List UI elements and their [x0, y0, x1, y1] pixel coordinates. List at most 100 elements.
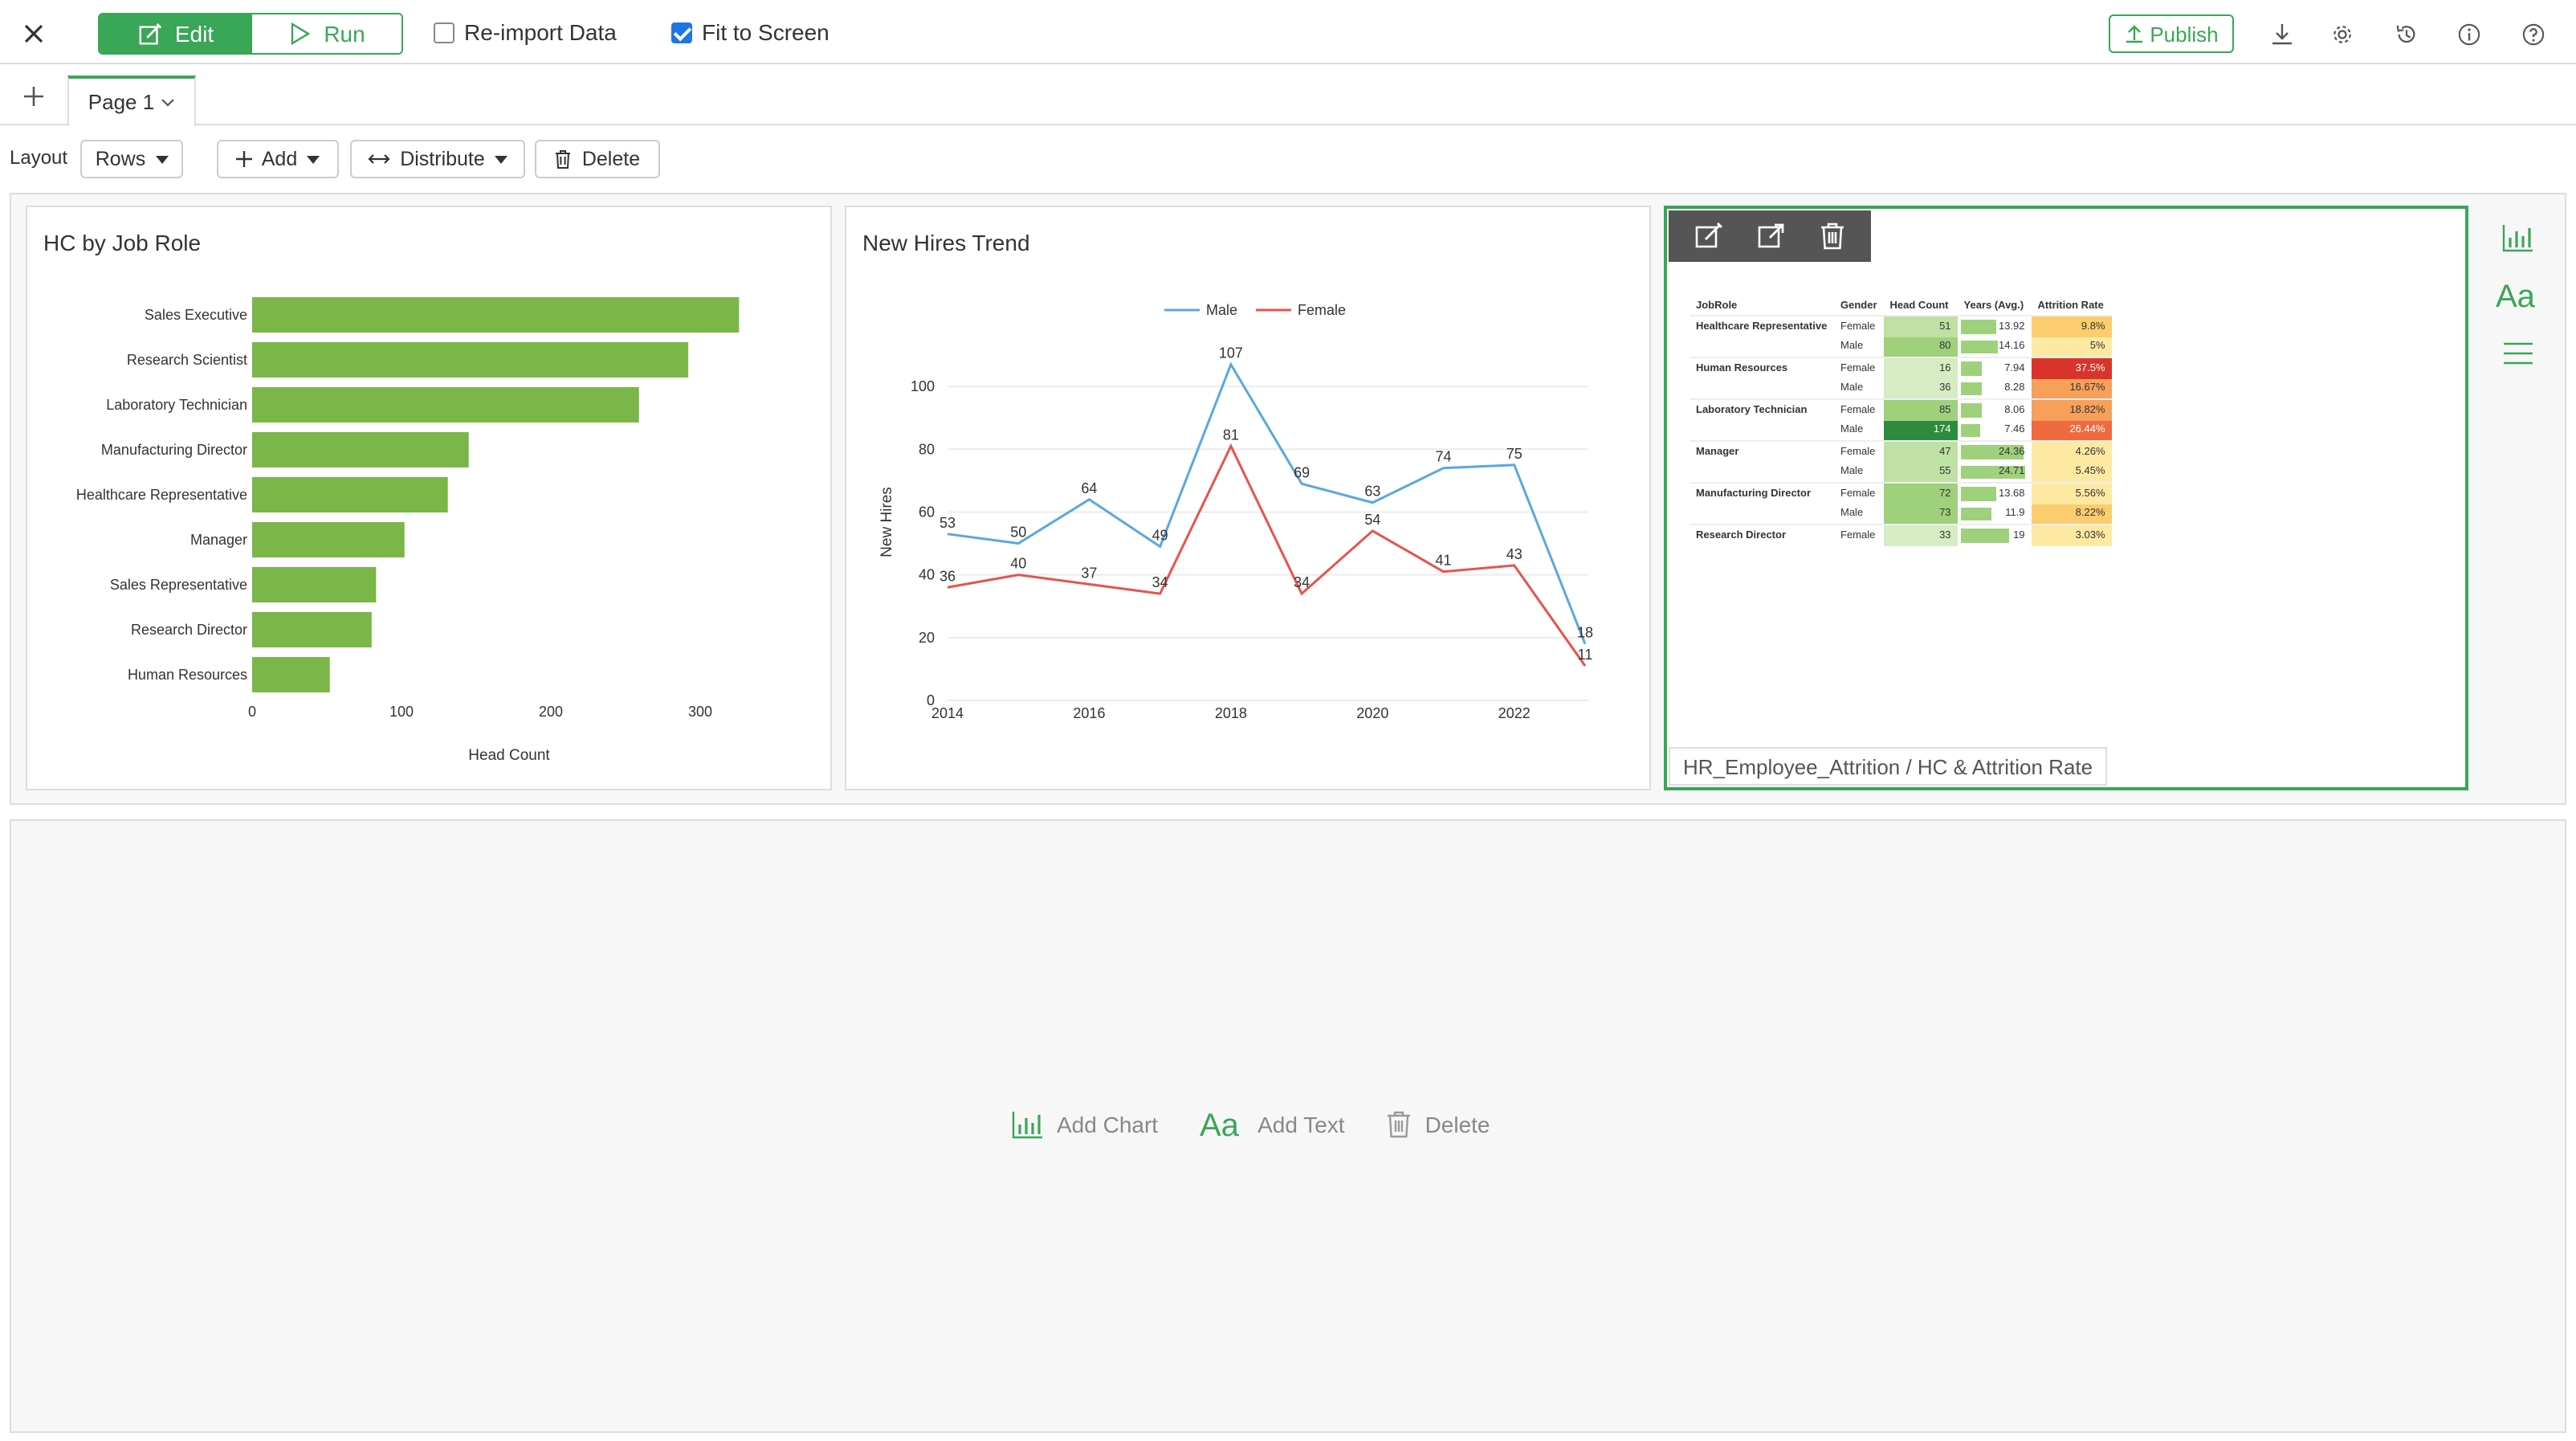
add-dropdown[interactable]: Add: [217, 140, 339, 178]
years-value: 24.71: [1998, 466, 2025, 478]
publish-label: Publish: [2150, 22, 2219, 46]
add-chart-button[interactable]: Add Chart: [1012, 1110, 1158, 1139]
table-cell-hc: 80: [1883, 337, 1958, 357]
table-cell-yrs: 19: [1957, 524, 2032, 545]
table-cell-role: [1689, 420, 1834, 441]
years-bar: [1960, 507, 1991, 520]
table-cell-rate: 18.82%: [2031, 398, 2112, 420]
x-tick-label: 300: [688, 704, 712, 720]
data-label: 75: [1506, 446, 1522, 462]
trash-icon: [1388, 1111, 1411, 1138]
table-cell-hc: 47: [1883, 440, 1958, 462]
table-cell-yrs: 14.16: [1958, 337, 2032, 357]
bar-chart-icon[interactable]: [2486, 209, 2550, 267]
y-tick-label: 20: [919, 630, 935, 646]
y-tick-label: 0: [927, 692, 935, 708]
delete-row-button[interactable]: Delete: [1387, 1110, 1490, 1139]
years-bar: [1960, 382, 1982, 395]
table-row: Manager Female 47 24.36 4.26%: [1689, 440, 2112, 462]
years-bar: [1960, 445, 2024, 459]
run-button[interactable]: Run: [252, 14, 401, 53]
table-cell-hc: 174: [1883, 420, 1958, 441]
reimport-label: Re-import Data: [464, 19, 617, 45]
close-icon[interactable]: [16, 16, 51, 51]
data-label: 81: [1223, 427, 1239, 443]
bar-chart: 0 100 200 300 Sales Executive Research Scient…: [76, 297, 740, 764]
table-cell-gender: Female: [1834, 398, 1884, 420]
delete-label: Delete: [581, 148, 641, 170]
table-cell-role: [1689, 462, 1834, 483]
years-value: 24.36: [1998, 446, 2025, 458]
data-label: 34: [1294, 574, 1310, 590]
category-label: Manager: [190, 532, 247, 548]
table-row: Male 73 11.9 8.22%: [1689, 504, 2112, 525]
years-value: 14.16: [1998, 341, 2025, 353]
chart-card-hc-by-job-role[interactable]: HC by Job Role 0 100 200 300 Sales Executive…: [26, 206, 832, 790]
add-text-button[interactable]: Aa Add Text: [1200, 1108, 1344, 1141]
table-row: Male 55 24.71 5.45%: [1689, 462, 2112, 483]
bar: [252, 567, 377, 602]
data-label: 36: [940, 568, 956, 584]
table-cell-hc: 51: [1883, 315, 1958, 337]
category-label: Human Resources: [128, 667, 247, 683]
years-bar: [1960, 320, 1996, 333]
table-cell-rate: 5.45%: [2031, 462, 2112, 483]
reimport-checkbox-box[interactable]: [434, 22, 454, 43]
empty-row-actions: Add Chart Aa Add Text Delete: [1012, 1108, 1490, 1141]
pivot-table: JobRole Gender Head Count Years (Avg.) A…: [1689, 297, 2112, 545]
table-cell-rate: 37.5%: [2031, 357, 2112, 378]
table-cell-role: Human Resources: [1689, 357, 1834, 378]
rows-dropdown[interactable]: Rows: [80, 140, 183, 178]
mode-toggle: Edit Run: [98, 13, 403, 55]
x-tick-label: 2020: [1356, 705, 1388, 721]
reimport-checkbox[interactable]: Re-import Data: [434, 19, 617, 45]
chart-card-hc-attrition-rate[interactable]: JobRole Gender Head Count Years (Avg.) A…: [1664, 206, 2468, 790]
table-cell-role: Manufacturing Director: [1689, 482, 1834, 504]
years-value: 11.9: [2005, 508, 2025, 520]
table-header: Years (Avg.): [1963, 300, 2024, 312]
download-icon[interactable]: [2266, 18, 2298, 50]
edit-icon[interactable]: [1695, 222, 1724, 251]
table-cell-yrs: 7.94: [1957, 357, 2032, 378]
years-value: 7.94: [2004, 362, 2025, 374]
y-axis-title: New Hires: [878, 487, 895, 557]
fit-to-screen-checkbox[interactable]: Fit to Screen: [671, 19, 829, 45]
caret-down-icon: [494, 155, 507, 163]
distribute-icon: [368, 154, 390, 164]
table-cell-gender: Female: [1834, 524, 1884, 545]
y-tick-label: 60: [919, 504, 935, 520]
delete-button[interactable]: Delete: [535, 140, 660, 178]
fit-to-screen-checkbox-box[interactable]: [671, 22, 692, 43]
add-text-label: Add Text: [1257, 1112, 1345, 1137]
gear-icon[interactable]: [2325, 18, 2358, 50]
tab-page-1[interactable]: Page 1: [67, 76, 196, 127]
tab-page-label: Page 1: [88, 90, 155, 114]
chart-card-new-hires-trend[interactable]: New Hires Trend 0 20 40 60 80 100 2014 2016 2018…: [845, 206, 1651, 790]
menu-icon[interactable]: [2486, 325, 2550, 382]
years-value: 8.06: [2004, 404, 2025, 416]
series-line: [947, 361, 1587, 645]
trash-icon[interactable]: [1819, 222, 1844, 251]
info-icon[interactable]: [2452, 18, 2484, 50]
text-icon[interactable]: Aa: [2486, 267, 2550, 325]
edit-button[interactable]: Edit: [100, 14, 252, 53]
table-cell-role: Healthcare Representative: [1689, 315, 1834, 337]
caret-down-icon: [155, 155, 169, 163]
table-row: Manufacturing Director Female 72 13.68 5.56%: [1689, 482, 2112, 504]
years-bar: [1960, 403, 1982, 417]
history-icon[interactable]: [2390, 18, 2422, 50]
table-cell-rate: 3.03%: [2031, 524, 2112, 545]
help-icon[interactable]: [2517, 18, 2549, 50]
category-label: Sales Executive: [145, 307, 247, 323]
years-value: 7.46: [2004, 424, 2025, 436]
data-label: 41: [1436, 553, 1452, 569]
distribute-dropdown[interactable]: Distribute: [350, 140, 525, 178]
fit-to-screen-label: Fit to Screen: [702, 19, 829, 45]
external-link-icon[interactable]: [1757, 222, 1786, 251]
publish-button[interactable]: Publish: [2109, 14, 2234, 53]
distribute-label: Distribute: [400, 148, 485, 170]
add-page-icon[interactable]: [19, 82, 48, 111]
data-label: 107: [1219, 345, 1243, 361]
edit-icon: [139, 22, 161, 44]
data-label: 40: [1010, 556, 1026, 572]
